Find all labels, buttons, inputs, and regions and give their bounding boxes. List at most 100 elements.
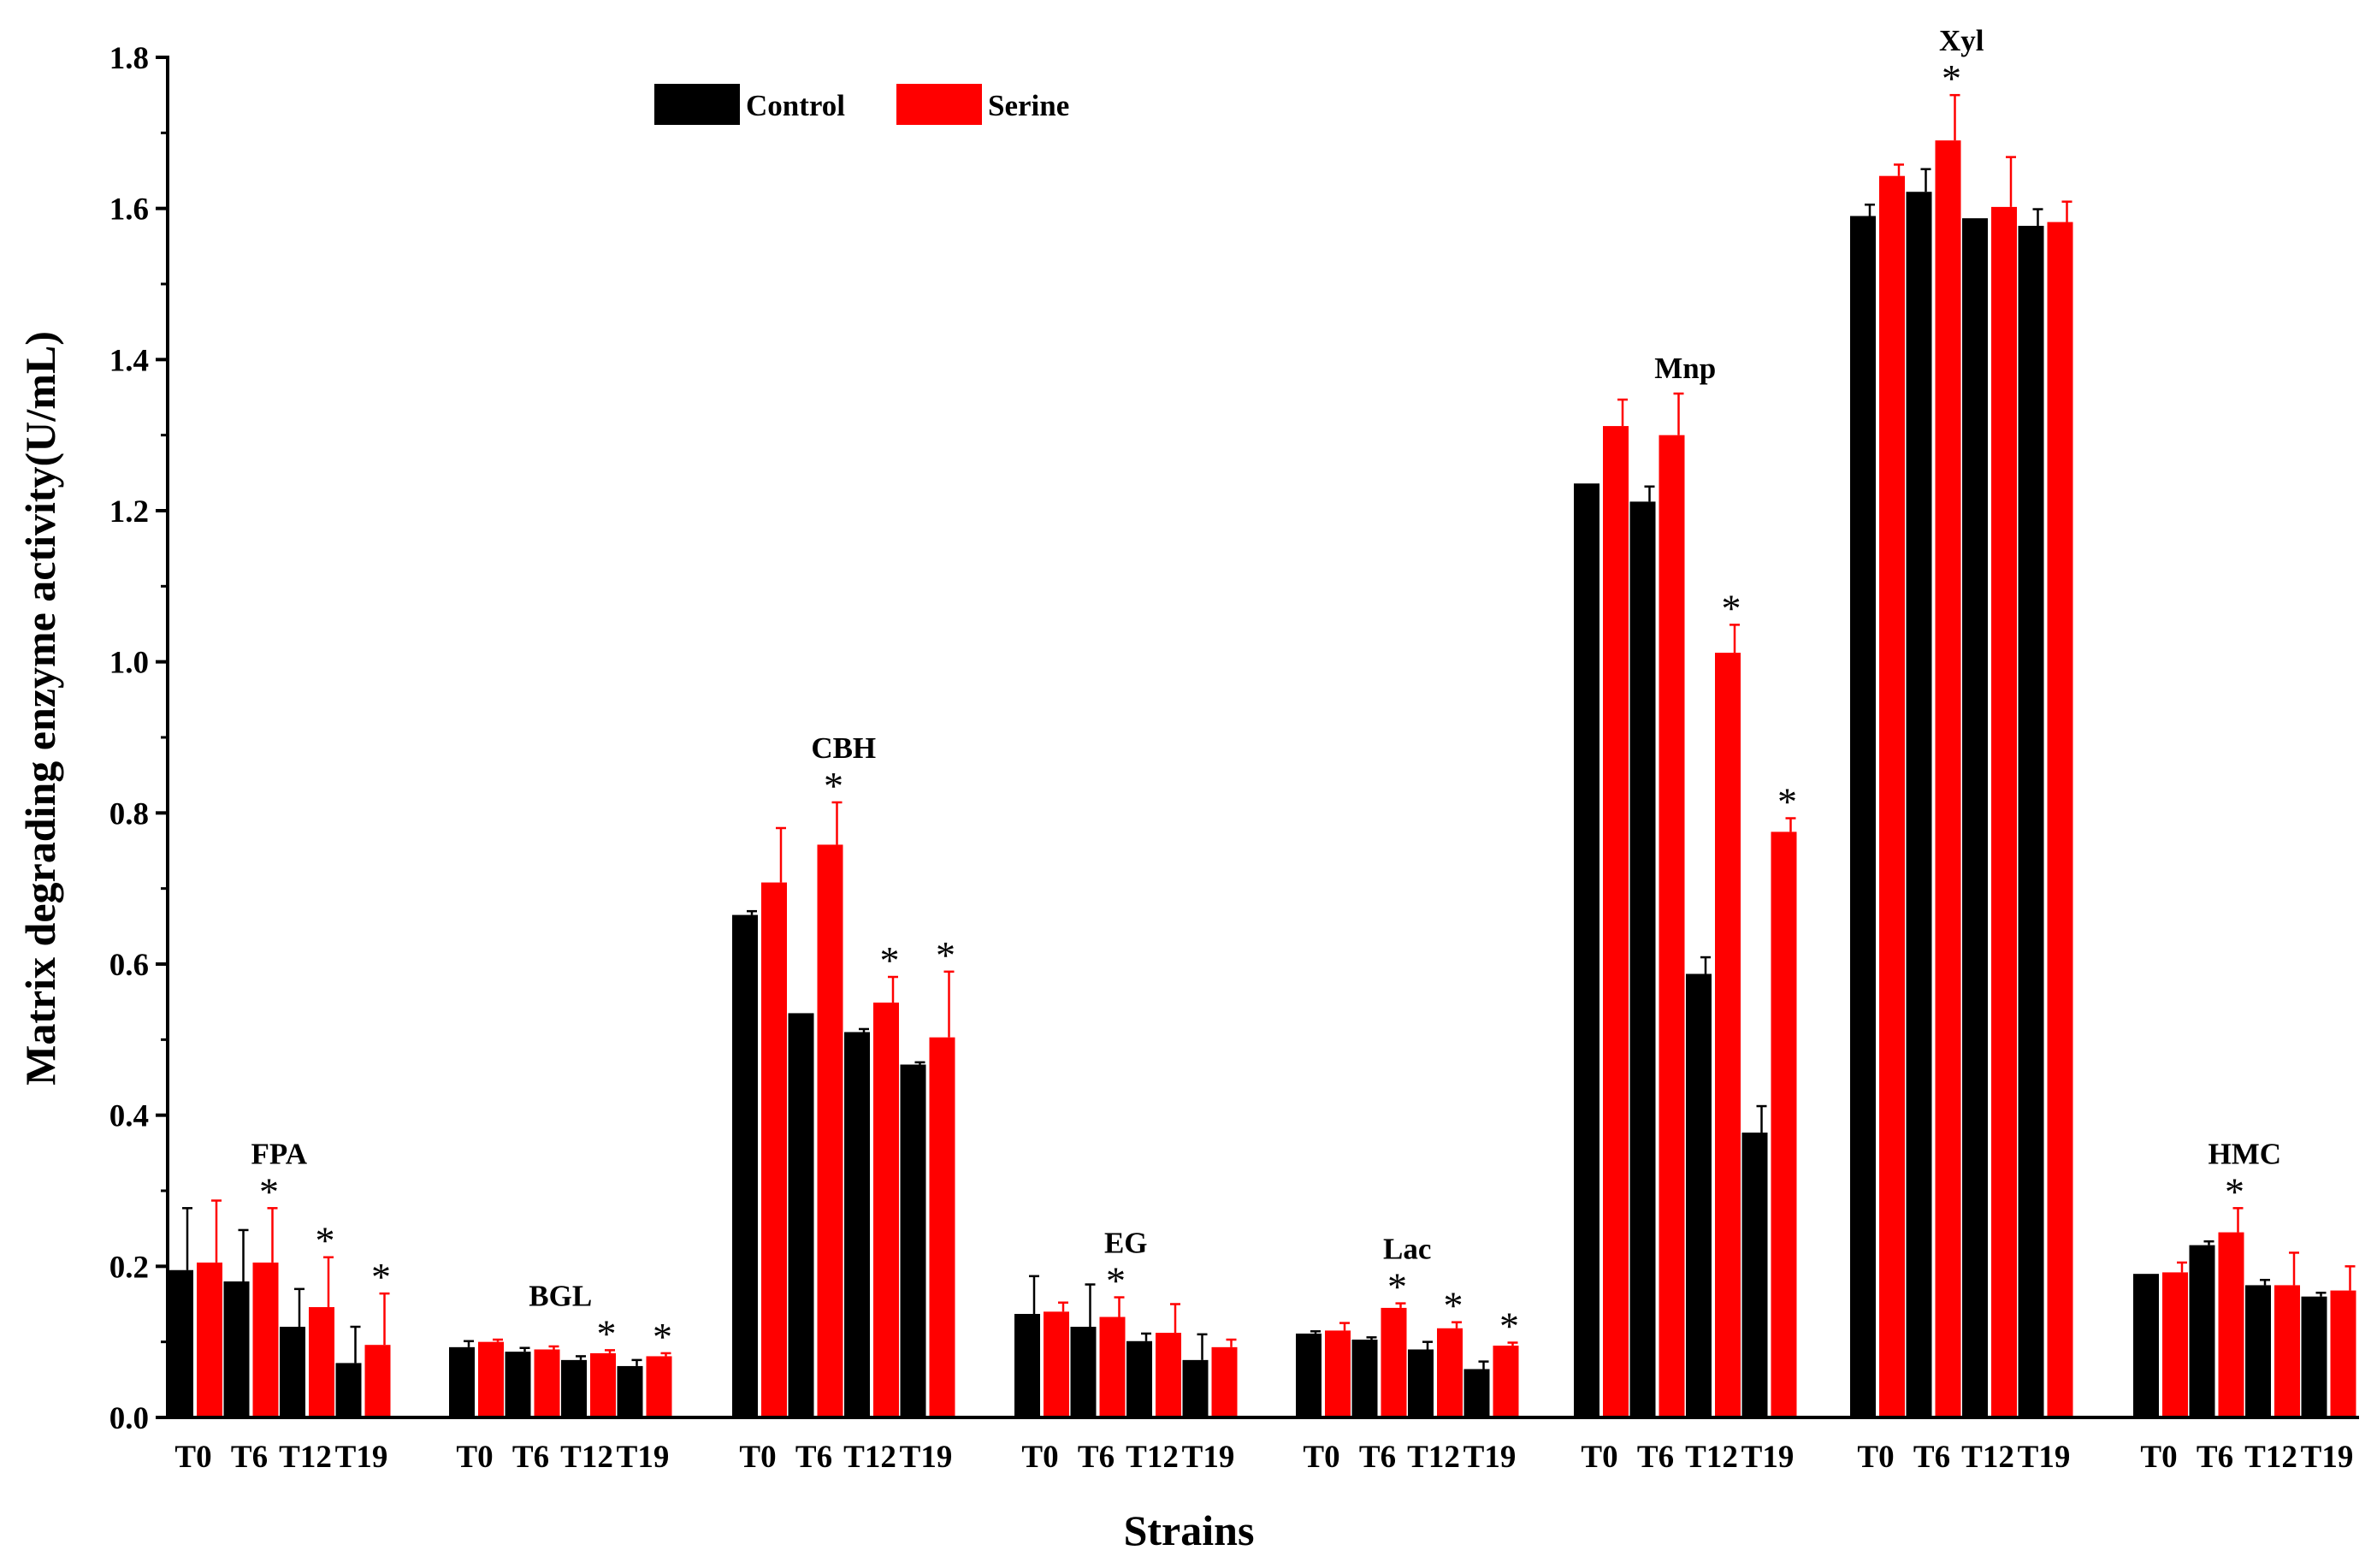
- bar-serine-EG-T0: [1044, 1311, 1069, 1417]
- bar-serine-Mnp-T6: [1659, 435, 1685, 1418]
- significance-marker: *: [824, 764, 843, 808]
- bar-control-Xyl-T0: [1850, 216, 1876, 1417]
- axes-layer: [156, 56, 2359, 1419]
- bar-control-HMC-T19: [2301, 1296, 2327, 1417]
- legend-label-control: Control: [746, 89, 845, 122]
- bar-serine-BGL-T6: [534, 1349, 560, 1417]
- bar-control-EG-T19: [1182, 1359, 1209, 1417]
- x-tick-label: T0: [2140, 1440, 2177, 1475]
- group-label-Mnp: Mnp: [1654, 352, 1716, 385]
- y-tick-label: 1.6: [109, 192, 149, 228]
- bar-control-FPA-T0: [168, 1269, 193, 1417]
- x-tick-label: T19: [1463, 1440, 1517, 1475]
- bar-serine-Lac-T12: [1437, 1328, 1463, 1417]
- bar-control-Lac-T6: [1351, 1340, 1378, 1417]
- bar-serine-BGL-T12: [590, 1352, 616, 1417]
- bar-serine-CBH-T12: [873, 1003, 899, 1417]
- significance-marker: *: [597, 1311, 617, 1355]
- bar-control-Xyl-T12: [1962, 218, 1988, 1417]
- x-tick-label: T19: [2018, 1440, 2071, 1475]
- bar-serine-Xyl-T19: [2047, 222, 2073, 1418]
- significance-marker: *: [371, 1255, 391, 1299]
- bar-control-Lac-T19: [1463, 1369, 1490, 1417]
- significance-marker: *: [1942, 56, 1961, 100]
- significance-marker: *: [1777, 780, 1797, 824]
- significance-marker: *: [653, 1315, 672, 1358]
- bar-serine-Xyl-T0: [1879, 175, 1905, 1417]
- x-tick-label: T12: [1961, 1440, 2014, 1475]
- bar-control-Mnp-T6: [1629, 501, 1656, 1417]
- significance-marker: *: [880, 938, 900, 982]
- group-label-HMC: HMC: [2208, 1137, 2281, 1170]
- bar-serine-FPA-T19: [364, 1345, 391, 1417]
- significance-marker: *: [316, 1219, 335, 1263]
- significance-marker: *: [936, 933, 955, 977]
- y-tick-label: 0.0: [109, 1401, 149, 1436]
- y-tick-label: 1.8: [109, 41, 149, 76]
- bar-control-BGL-T6: [505, 1352, 531, 1417]
- legend: Control Serine: [654, 84, 1069, 125]
- x-tick-label: T12: [2244, 1440, 2297, 1475]
- bar-control-HMC-T6: [2189, 1245, 2215, 1417]
- legend-label-serine: Serine: [988, 89, 1069, 122]
- legend-swatch-control: [654, 84, 740, 125]
- bar-control-Xyl-T19: [2018, 225, 2044, 1417]
- x-tick-label: T12: [560, 1440, 613, 1475]
- group-label-Lac: Lac: [1383, 1233, 1431, 1266]
- bar-serine-Lac-T19: [1493, 1346, 1519, 1417]
- significance-marker: *: [1106, 1259, 1126, 1303]
- bar-serine-BGL-T0: [478, 1341, 504, 1417]
- significance-marker: *: [1444, 1284, 1463, 1328]
- x-tick-label: T12: [1126, 1440, 1179, 1475]
- bar-serine-EG-T6: [1099, 1317, 1126, 1417]
- bar-control-BGL-T0: [449, 1346, 475, 1417]
- bar-control-Mnp-T19: [1741, 1132, 1768, 1417]
- bar-control-CBH-T12: [844, 1032, 870, 1417]
- bar-serine-CBH-T0: [761, 882, 787, 1417]
- bar-serine-BGL-T19: [646, 1356, 672, 1417]
- bar-serine-CBH-T19: [929, 1037, 955, 1417]
- bar-control-CBH-T6: [788, 1013, 814, 1417]
- group-label-FPA: FPA: [251, 1137, 308, 1170]
- x-tick-label: T19: [617, 1440, 670, 1475]
- significance-marker: *: [259, 1169, 279, 1213]
- bar-control-Lac-T12: [1408, 1349, 1434, 1417]
- group-label-BGL: BGL: [529, 1279, 592, 1312]
- x-tick-label: T19: [1182, 1440, 1235, 1475]
- group-label-EG: EG: [1104, 1227, 1148, 1260]
- bar-serine-HMC-T19: [2330, 1290, 2356, 1417]
- x-tick-label: T0: [456, 1440, 493, 1475]
- y-tick-label: 1.2: [109, 494, 149, 530]
- bar-control-CBH-T19: [900, 1064, 926, 1417]
- x-axis-title: Strains: [1124, 1506, 1255, 1554]
- bar-serine-EG-T19: [1211, 1346, 1238, 1417]
- x-tick-label: T6: [1078, 1440, 1115, 1475]
- x-tick-label: T0: [1303, 1440, 1339, 1475]
- x-tick-label: T6: [1637, 1440, 1674, 1475]
- y-tick-label: 1.0: [109, 646, 149, 681]
- x-tick-label: T6: [1359, 1440, 1396, 1475]
- bar-serine-Lac-T0: [1325, 1330, 1351, 1417]
- x-tick-label: T12: [843, 1440, 896, 1475]
- bar-serine-Lac-T6: [1381, 1307, 1407, 1417]
- y-tick-label: 0.4: [109, 1099, 149, 1134]
- x-tick-label: T0: [174, 1440, 211, 1475]
- x-tick-label: T0: [1021, 1440, 1058, 1475]
- significance-marker: *: [2225, 1169, 2244, 1213]
- bar-control-FPA-T12: [280, 1327, 305, 1417]
- x-tick-label: T12: [279, 1440, 332, 1475]
- labels-layer: 0.0 0.2 0.4 0.6 0.8 1.0 1.2 1.4 1.6 1.8 T0 * T6 * T12 *…: [109, 24, 2354, 1475]
- bar-serine-HMC-T0: [2162, 1272, 2188, 1417]
- bar-control-EG-T12: [1126, 1340, 1152, 1417]
- y-tick-label: 0.8: [109, 796, 149, 831]
- x-tick-label: T6: [1913, 1440, 1950, 1475]
- bar-serine-Xyl-T6: [1935, 140, 1961, 1418]
- bar-serine-Mnp-T12: [1715, 653, 1741, 1417]
- bar-serine-HMC-T6: [2218, 1232, 2244, 1417]
- bar-serine-Xyl-T12: [1991, 206, 2017, 1417]
- x-tick-label: T6: [2197, 1440, 2233, 1475]
- bar-control-HMC-T12: [2245, 1285, 2271, 1417]
- bar-control-BGL-T19: [617, 1365, 643, 1417]
- bar-control-EG-T0: [1014, 1313, 1040, 1417]
